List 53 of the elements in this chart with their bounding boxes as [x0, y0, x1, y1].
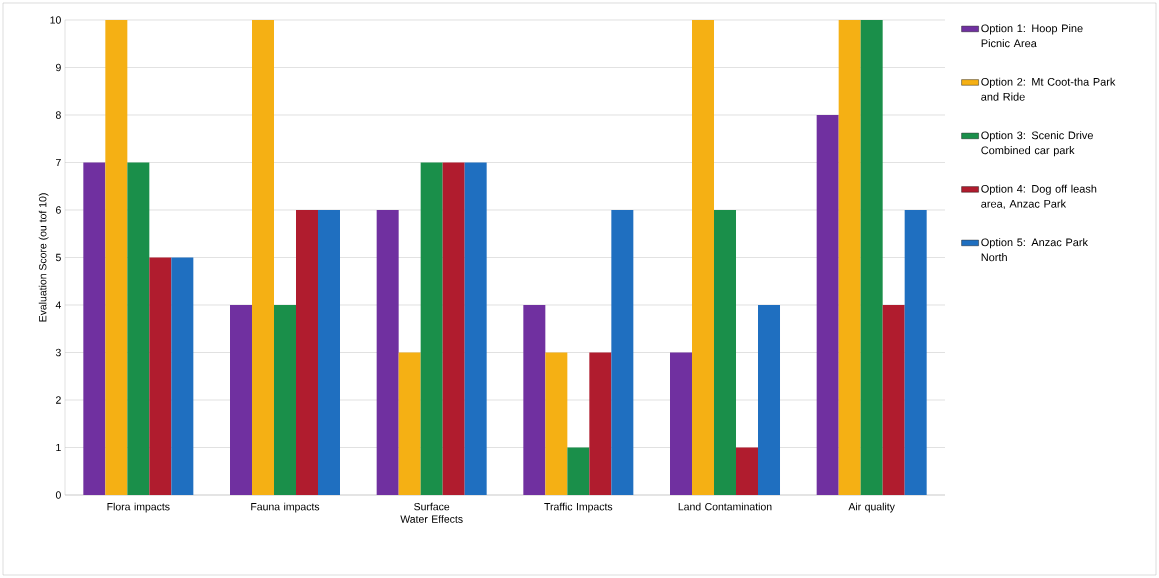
legend-label: Option 3: Scenic Drive Combined car park	[981, 131, 1093, 157]
bar	[838, 20, 861, 495]
y-tick-label: 9	[55, 63, 61, 72]
bar	[882, 305, 905, 495]
bar	[611, 210, 634, 495]
legend-label: Option 4: Dog off leash area, Anzac Park	[981, 184, 1097, 209]
y-axis-title: Evaluation Score (ou tof 10)	[38, 193, 49, 322]
bar	[376, 210, 399, 495]
bar	[398, 352, 421, 495]
x-tick-label: Surface Water Effects	[400, 502, 463, 523]
bar	[904, 210, 927, 495]
bar	[252, 20, 274, 495]
y-tick-label: 0	[55, 491, 61, 499]
y-tick-label: 6	[56, 206, 61, 214]
y-tick-label: 5	[55, 253, 61, 262]
x-tick-label: Air quality	[848, 502, 895, 513]
bar	[442, 162, 465, 495]
x-tick-label: Fauna impacts	[251, 502, 320, 513]
y-tick-label: 7	[56, 158, 61, 167]
bar	[296, 210, 318, 495]
bar	[420, 162, 443, 495]
bar	[274, 305, 296, 495]
y-tick-label: 3	[55, 348, 61, 357]
bar	[567, 447, 590, 495]
bar	[83, 162, 106, 495]
bar	[523, 305, 546, 495]
x-tick-label: Traffic Impacts	[544, 502, 613, 513]
y-tick-label: 8	[55, 111, 61, 119]
legend-label: Option 5: Anzac Park North	[981, 238, 1088, 262]
bar	[127, 162, 150, 495]
bar	[589, 352, 612, 495]
legend-label: Option 2: Mt Coot-tha Park and Ride	[981, 77, 1116, 101]
bar	[758, 305, 780, 495]
bar	[692, 20, 714, 495]
bar	[318, 210, 340, 495]
bar	[714, 210, 736, 495]
y-tick-label: 1	[56, 443, 61, 452]
y-tick-label: 10	[50, 16, 61, 24]
x-tick-label: Land Contamination	[678, 502, 772, 511]
bar	[860, 20, 883, 495]
bar	[230, 305, 252, 495]
bar	[464, 162, 487, 495]
bar	[149, 257, 172, 495]
y-tick-label: 2	[56, 396, 61, 404]
bar	[816, 115, 839, 495]
x-tick-label: Flora impacts	[107, 502, 170, 513]
bar	[670, 352, 692, 495]
bar	[105, 20, 128, 495]
legend-label: Option 1: Hoop Pine Picnic Area	[981, 24, 1083, 48]
y-tick-label: 4	[55, 301, 61, 309]
bar	[736, 447, 758, 495]
bar	[545, 352, 568, 495]
bar	[171, 257, 194, 495]
